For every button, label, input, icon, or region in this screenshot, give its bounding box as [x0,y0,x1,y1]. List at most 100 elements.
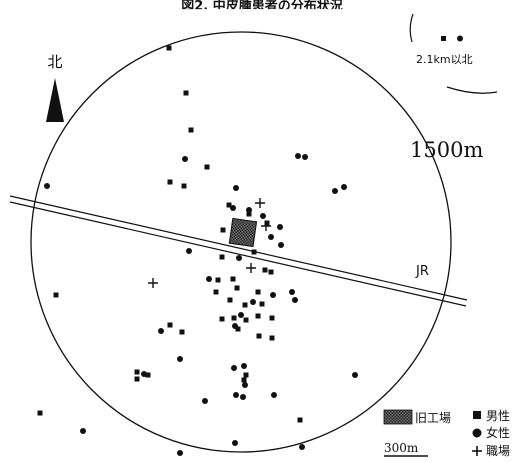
male-marker [220,227,226,233]
male-marker [259,301,265,307]
female-marker [44,183,50,189]
female-marker [230,205,236,211]
male-marker [226,202,232,208]
male-marker [167,322,173,328]
male-marker [255,313,261,319]
female-marker [206,276,212,282]
legend-factory-swatch [383,409,413,425]
male-marker [204,164,210,170]
female-marker [278,242,284,248]
female-marker [182,156,188,162]
female-marker [242,382,248,388]
male-marker [269,335,275,341]
female-marker [233,185,239,191]
female-marker [268,234,274,240]
male-marker [264,220,270,226]
female-marker [202,398,208,404]
male-marker [213,289,219,295]
male-marker [227,297,233,303]
legend-male-label: 男性 [486,409,510,423]
female-marker [232,323,238,329]
male-marker [134,376,140,382]
female-marker [341,184,347,190]
female-marker [241,363,247,369]
male-marker [297,417,303,423]
north-arrow-icon [46,78,64,122]
male-marker [251,249,257,255]
legend: 旧工場 男性 女性 職場 300m [383,409,510,458]
male-marker [219,316,225,322]
female-marker [289,289,295,295]
workplace-marker [261,221,271,231]
female-marker [299,444,305,450]
female-marker [295,153,301,159]
male-marker [269,315,275,321]
workplaces [148,198,271,288]
male-marker [241,377,247,383]
north-label: 北 [47,53,62,71]
female-marker [277,224,283,230]
male-marker [234,285,240,291]
male-marker [188,127,194,133]
male-marker [256,333,262,339]
female-marker [232,440,238,446]
female-marker [80,428,86,434]
workplace-marker [148,278,158,288]
legend-factory-label: 旧工場 [415,411,451,425]
female-marker [246,207,252,213]
male-marker [231,315,237,321]
female-marker [250,299,256,305]
male-marker [37,410,43,416]
female-marker [292,297,298,303]
female-patients [44,153,358,456]
radius-label: 1500m [410,138,483,162]
far-north-arc-left [409,13,414,43]
male-marker [230,276,236,282]
male-marker [268,269,274,275]
male-marker [255,289,261,295]
far-north-label: 2.1km以北 [416,53,473,66]
male-marker [242,302,248,308]
female-marker [270,292,276,298]
male-marker [183,90,189,96]
male-marker [262,267,268,273]
male-marker [181,183,187,189]
male-marker [243,317,249,323]
legend-male-icon [473,411,481,419]
male-marker [179,329,185,335]
female-marker [271,392,277,398]
male-marker [219,254,225,260]
male-marker [246,211,252,217]
female-marker [158,328,164,334]
radius-circle [30,31,452,453]
male-patients [37,45,303,423]
railway-label: JR [415,264,429,279]
far-north-arc-bottom [446,86,498,94]
male-marker [145,372,151,378]
female-marker [457,35,463,42]
female-marker [352,372,358,378]
female-marker [233,392,239,398]
male-marker [167,179,173,185]
male-marker [134,369,140,375]
female-marker [177,356,183,362]
female-marker [236,255,242,261]
legend-workplace-icon [472,446,482,456]
map-title: 図2. 中皮腫患者の分布状況 [181,0,343,14]
legend-female-icon [472,428,482,438]
male-marker [235,326,241,332]
female-marker [231,365,237,371]
male-marker [166,45,172,51]
old-factory-icon [228,217,258,248]
female-marker [302,154,308,160]
female-marker [238,312,244,318]
legend-workplace-label: 職場 [486,444,510,458]
female-marker [177,450,183,456]
scale-label: 300m [384,441,419,455]
workplace-marker [246,263,256,273]
female-marker [186,248,192,254]
female-marker [332,188,338,194]
male-marker [53,292,59,298]
jr-railway [9,195,468,307]
